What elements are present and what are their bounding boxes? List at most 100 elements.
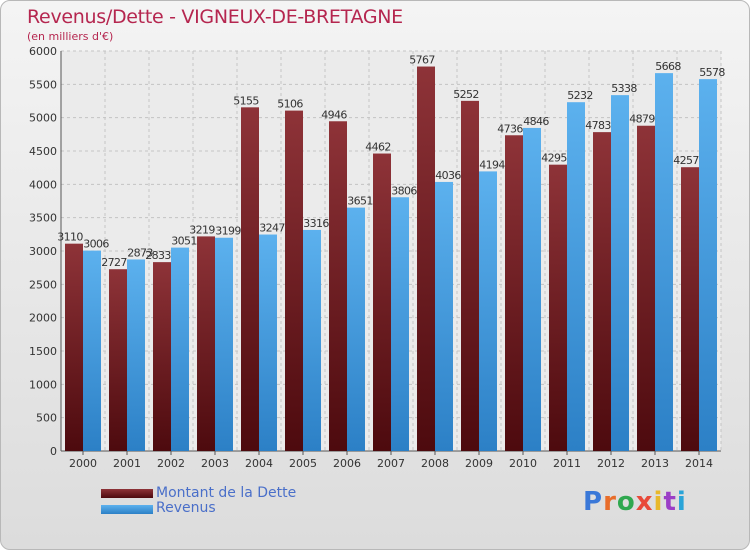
data-label-dette: 4879: [629, 113, 655, 126]
chart-title: Revenus/Dette - VIGNEUX-DE-BRETAGNE: [27, 6, 403, 28]
x-tick-label: 2014: [685, 457, 713, 470]
bar-dette: [505, 135, 523, 451]
x-tick-label: 2005: [289, 457, 317, 470]
data-label-dette: 4783: [585, 119, 611, 132]
bar-revenus: [259, 234, 277, 451]
y-tick-label: 2500: [29, 278, 57, 291]
bar-revenus: [611, 95, 629, 451]
bar-dette: [329, 121, 347, 452]
y-tick-label: 0: [50, 445, 57, 458]
bar-revenus: [171, 247, 189, 451]
bar-dette: [549, 164, 567, 451]
bar-dette: [197, 236, 215, 451]
bar-revenus: [127, 259, 145, 451]
data-label-dette: 4295: [541, 152, 567, 165]
bar-dette: [593, 132, 611, 451]
data-label-revenus: 3806: [391, 184, 417, 197]
x-tick-label: 2008: [421, 457, 449, 470]
data-label-revenus: 3199: [215, 225, 241, 238]
data-label-revenus: 4846: [523, 115, 549, 128]
bar-dette: [109, 269, 127, 451]
bar-revenus: [479, 171, 497, 451]
x-tick-label: 2012: [597, 457, 625, 470]
x-tick-label: 2009: [465, 457, 493, 470]
legend-label-dette: Montant de la Dette: [156, 485, 297, 501]
data-label-dette: 3110: [57, 231, 83, 244]
data-label-dette: 2727: [101, 256, 127, 269]
data-label-revenus: 3051: [171, 235, 197, 248]
data-label-revenus: 3006: [83, 238, 109, 251]
x-tick-label: 2003: [201, 457, 229, 470]
data-label-revenus: 2873: [127, 246, 153, 259]
chart-subtitle: (en milliers d'€): [27, 30, 114, 43]
bar-revenus: [435, 181, 453, 451]
x-tick-label: 2013: [641, 457, 669, 470]
labels-layer: 0 500 1000 1500 2000 2500 3000 3500 4000 4500 5000…: [29, 45, 726, 470]
bar-revenus: [655, 73, 673, 451]
y-tick-label: 6000: [29, 45, 57, 58]
data-label-revenus: 5578: [699, 66, 725, 79]
bar-dette: [153, 262, 171, 451]
data-label-revenus: 5338: [611, 82, 637, 95]
bar-dette: [65, 243, 83, 451]
data-label-dette: 4946: [321, 108, 347, 121]
legend-swatch-revenus: [101, 505, 153, 514]
data-label-revenus: 5232: [567, 89, 593, 102]
y-tick-label: 4000: [29, 178, 57, 191]
logo-letter: t: [663, 487, 677, 517]
data-label-dette: 2833: [145, 249, 171, 262]
logo-letter: i: [653, 487, 664, 517]
bar-revenus: [699, 79, 717, 451]
y-tick-label: 4500: [29, 145, 57, 158]
bar-revenus: [391, 197, 409, 451]
bar-revenus: [523, 127, 541, 451]
y-tick-label: 500: [36, 412, 57, 425]
legend-label-revenus: Revenus: [156, 500, 216, 516]
proxiti-logo: Proxiti: [583, 487, 687, 517]
data-label-dette: 4736: [497, 122, 523, 135]
bar-revenus: [567, 102, 585, 451]
data-label-dette: 5767: [409, 54, 435, 67]
data-label-dette: 5106: [277, 98, 303, 111]
bar-revenus: [215, 237, 233, 451]
x-tick-label: 2000: [69, 457, 97, 470]
logo-letter: x: [635, 487, 654, 517]
y-tick-label: 1000: [29, 378, 57, 391]
y-tick-label: 2000: [29, 312, 57, 325]
data-label-dette: 4462: [365, 141, 391, 154]
data-label-revenus: 3316: [303, 217, 329, 230]
bar-dette: [417, 66, 435, 452]
data-label-dette: 4257: [673, 154, 699, 167]
data-label-revenus: 4194: [479, 158, 505, 171]
bar-dette: [373, 153, 391, 452]
y-tick-label: 3500: [29, 212, 57, 225]
bars-layer: [65, 66, 717, 452]
y-tick-label: 3000: [29, 245, 57, 258]
x-tick-label: 2004: [245, 457, 273, 470]
logo-letter: P: [583, 487, 604, 517]
x-tick-label: 2006: [333, 457, 361, 470]
x-tick-label: 2001: [113, 457, 141, 470]
y-tick-label: 5000: [29, 112, 57, 125]
bar-revenus: [347, 207, 365, 451]
bar-revenus: [303, 229, 321, 451]
data-label-dette: 5252: [453, 88, 479, 101]
data-label-revenus: 3651: [347, 195, 373, 208]
data-label-dette: 3219: [189, 223, 215, 236]
y-tick-label: 1500: [29, 345, 57, 358]
logo-letter: i: [676, 487, 687, 517]
data-label-revenus: 5668: [655, 60, 681, 73]
x-tick-label: 2010: [509, 457, 537, 470]
logo-letter: r: [603, 487, 617, 517]
legend-swatch-dette: [101, 489, 153, 498]
bar-dette: [461, 100, 479, 451]
x-tick-label: 2011: [553, 457, 581, 470]
bar-dette: [637, 125, 655, 451]
data-label-dette: 5155: [233, 94, 259, 107]
logo-letter: o: [616, 487, 636, 517]
data-label-revenus: 4036: [435, 169, 461, 182]
y-tick-label: 5500: [29, 78, 57, 91]
bar-revenus: [83, 250, 101, 451]
